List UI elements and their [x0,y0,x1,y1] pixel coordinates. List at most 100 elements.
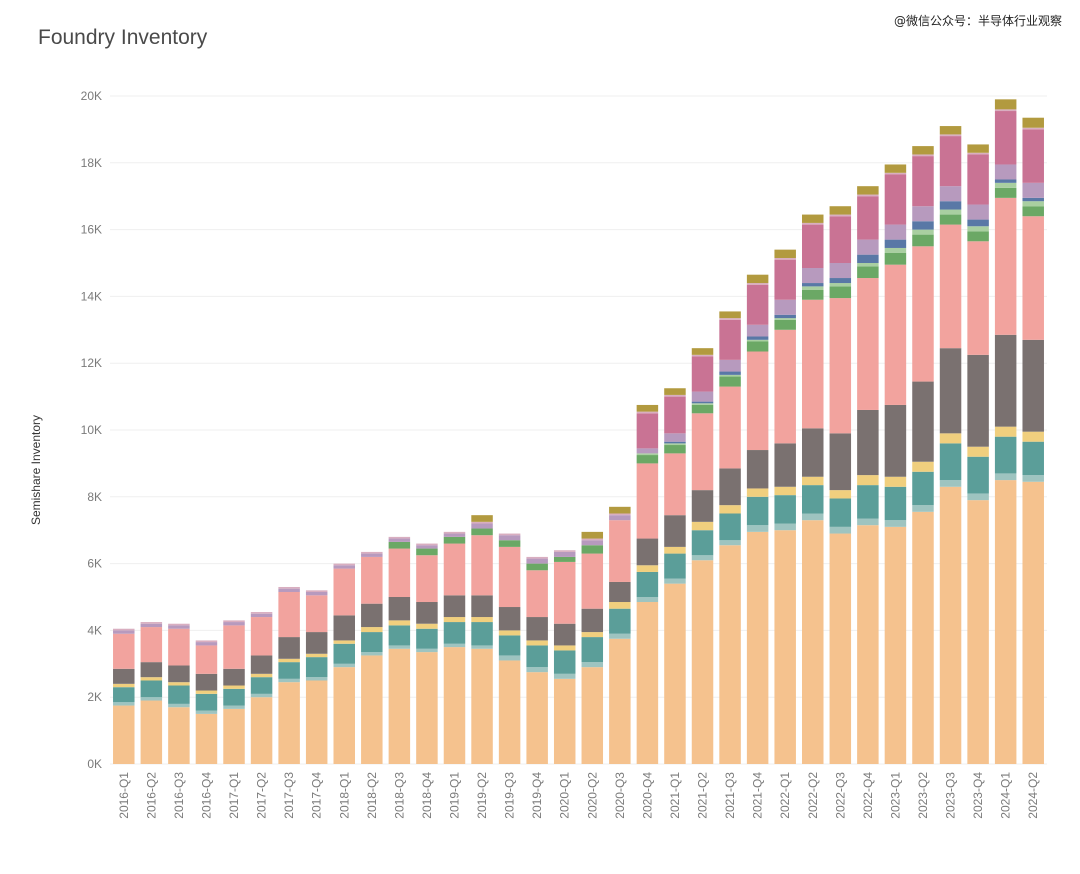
bar-segment [498,655,521,661]
bar-segment [498,540,521,547]
x-tick-label: 2017-Q4 [310,772,324,819]
bar-segment [333,565,355,569]
bar-segment [140,622,163,624]
x-tick-label: 2018-Q1 [337,772,351,819]
bar-segment [526,640,548,646]
bar-segment [994,426,1017,437]
bar-segment [526,558,548,564]
bar-segment [691,348,714,355]
bar-segment [691,356,714,392]
bar-segment [581,608,604,633]
bar-segment [664,441,686,444]
bar-segment [471,535,493,596]
bar-segment [443,543,466,596]
bar-segment [168,707,190,764]
bar-segment [416,648,438,653]
bar-segment [774,495,796,524]
bar-segment [857,186,879,195]
bar-segment [1022,127,1044,130]
bar-segment [250,613,273,618]
bar-segment [939,134,962,137]
bar-segment [664,433,686,442]
bar-segment [691,555,714,561]
bar-segment [471,528,493,536]
bar-segment [967,456,989,494]
bar-segment [802,222,824,225]
bar-segment [691,404,714,414]
bar-segment [581,662,604,668]
y-tick-label: 16K [81,223,102,237]
x-tick-label: 2018-Q4 [420,772,434,819]
bar-segment [967,226,989,232]
bar-segment [857,409,879,476]
bar-segment [526,645,548,668]
bar-segment [168,682,190,686]
y-tick-label: 20K [81,89,102,103]
bar-segment [498,533,521,536]
bar-segment [140,697,163,701]
y-tick-label: 4K [87,623,102,637]
bar-segment [609,581,631,603]
bar-segment [609,513,631,516]
bar-segment [140,623,163,628]
bar-segment [1022,339,1044,432]
bar-segment [250,655,273,674]
bar-segment [939,486,962,764]
bar-segment [829,533,852,764]
bar-segment [113,668,135,684]
x-tick-label: 2019-Q2 [475,772,489,819]
bar-segment [195,645,218,674]
bar-segment [912,381,934,462]
bar-segment [278,637,300,659]
bar-segment [250,693,273,698]
bar-segment [553,645,576,651]
bar-segment [471,521,493,524]
bar-segment [333,568,355,616]
bar-segment [140,677,163,681]
bar-segment [388,597,411,621]
bar-segment [939,433,962,444]
bar-segment [829,214,852,217]
bar-segment [884,239,907,248]
bar-segment [388,541,411,549]
bar-segment [416,555,438,603]
bar-segment [1022,216,1044,340]
bar-segment [636,411,659,414]
bar-segment [140,680,163,698]
bar-segment [912,221,934,230]
bar-segment [636,571,659,597]
bar-segment [113,687,135,703]
bar-segment [305,657,328,678]
bar-segment [664,394,686,397]
bar-segment [609,633,631,639]
bar-segment [498,660,521,764]
bar-segment [443,617,466,623]
bar-segment [802,476,824,486]
bar-segment [939,126,962,135]
bar-segment [553,650,576,674]
bar-segment [912,156,934,207]
bar-segment [636,453,659,456]
bar-segment [912,229,934,235]
bar-segment [664,583,686,764]
bar-segment [636,455,659,464]
bar-segment [691,560,714,764]
bar-segment [168,628,190,666]
bar-segment [939,201,962,210]
bar-segment [526,667,548,673]
bar-segment [636,463,659,539]
bar-segment [443,643,466,648]
bar-segment [278,591,300,638]
x-tick-label: 2024-Q1 [999,772,1013,819]
bar-segment [691,530,714,556]
bar-segment [113,628,135,631]
bar-segment [719,359,741,372]
bar-segment [553,551,576,557]
bar-segment [912,206,934,222]
bar-segment [857,254,879,263]
bar-segment [305,677,328,681]
bar-segment [223,622,245,626]
bar-segment [443,622,466,644]
bar-segment [884,247,907,253]
bar-segment [526,672,548,764]
